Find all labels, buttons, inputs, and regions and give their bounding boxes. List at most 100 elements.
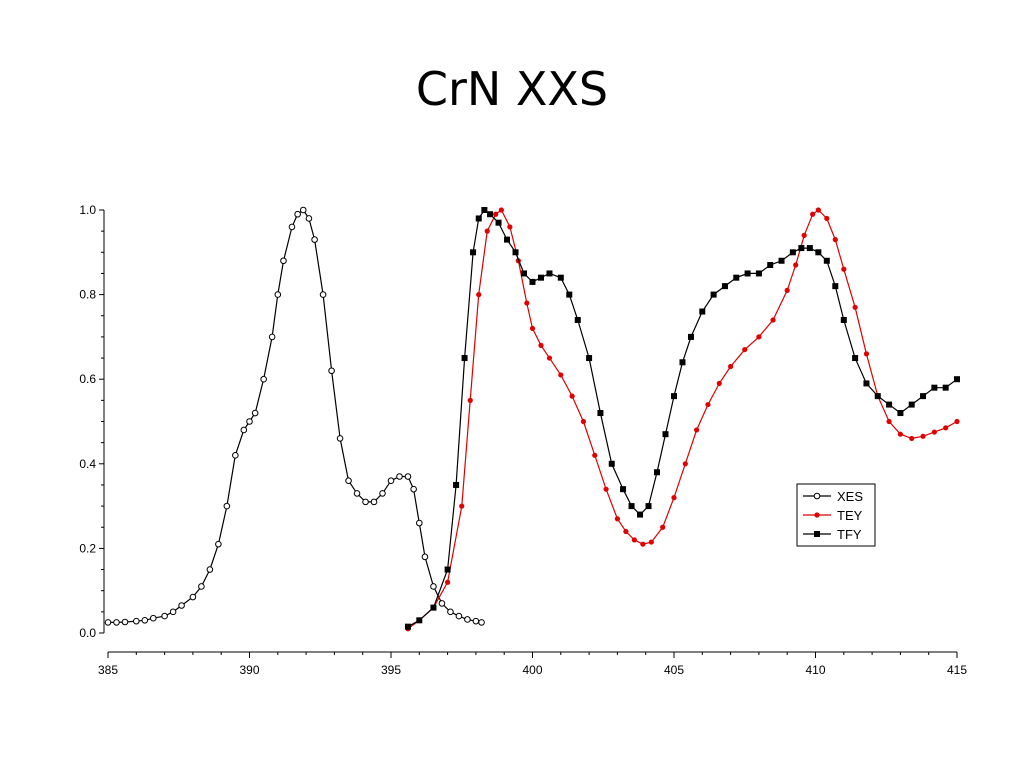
data-point-xes [396,473,403,480]
data-point-tey [498,207,504,213]
data-point-xes [410,485,417,493]
data-point-tfy [778,257,785,264]
data-point-tey [660,524,666,530]
data-point-xes [288,223,296,231]
data-point-tey [476,292,482,298]
data-point-xes [328,367,335,375]
data-point-tfy [874,393,881,400]
data-point-xes [189,593,197,601]
data-point-xes [246,418,253,425]
data-point-tfy [461,355,468,362]
x-tick-label-3: 400 [522,663,542,677]
data-point-xes [280,257,287,265]
data-point-xes [161,612,168,620]
data-point-xes [472,617,480,625]
data-point-tfy [931,384,938,391]
data-point-tey [459,503,465,509]
data-point-tey [484,228,490,234]
data-point-tfy [557,274,564,281]
data-point-xes [438,600,446,607]
data-point-tfy [755,270,762,277]
data-point-xes [104,619,112,626]
data-point-tey [801,232,807,238]
data-point-tfy [789,249,796,256]
data-point-xes [430,583,437,590]
data-point-tey [631,537,637,543]
data-point-tey [863,351,870,357]
data-point-tey [671,495,677,501]
data-point-xes [387,477,395,485]
data-point-tfy [954,376,960,383]
x-tick-label-0: 385 [98,663,118,677]
chart-legend: XES TEY TFY [796,483,876,547]
y-tick-label-4: 0.8 [79,288,96,302]
legend-label-xes: XES [837,489,863,504]
data-point-tey [603,486,609,492]
data-point-tey [909,435,915,442]
x-tick-label-6: 415 [947,663,967,677]
data-point-tey [784,287,790,293]
data-point-tfy [566,291,573,298]
x-tick-label-4: 405 [664,663,684,677]
data-point-tey [756,334,762,340]
data-point-xes [379,490,386,497]
y-tick-label-0: 0.0 [79,626,96,640]
data-point-tfy [671,393,677,400]
data-point-tey [682,461,688,467]
data-point-tfy [444,566,451,573]
legend-marker-xes [813,492,821,500]
data-point-tfy [546,270,553,277]
data-point-tfy [487,211,494,218]
data-point-tfy [645,503,652,510]
data-point-tfy [608,460,615,467]
data-point-tey [524,300,530,306]
data-point-xes [121,618,129,626]
data-point-tfy [628,503,635,510]
data-point-tfy [721,283,728,290]
data-point-xes [133,617,140,625]
data-point-tfy [744,270,751,277]
data-point-tey [623,528,629,535]
data-point-tfy [823,257,830,264]
data-point-tfy [453,481,460,488]
data-point-tfy [920,393,927,400]
data-point-tfy [840,316,847,323]
data-point-tey [931,429,937,435]
data-point-xes [251,409,259,417]
data-point-xes [240,426,248,434]
legend-label-tfy: TFY [837,527,862,542]
data-point-tfy [733,274,740,281]
data-point-xes [336,435,344,442]
data-point-tfy [430,604,437,611]
data-point-tfy [597,410,604,417]
data-point-tfy [654,469,661,476]
data-point-tfy [908,401,915,408]
slide-title: CrN XXS [415,62,609,116]
data-point-tey [793,262,799,268]
data-point-xes [113,619,120,626]
y-tick-label-1: 0.2 [79,541,96,555]
data-point-xes [294,210,301,218]
y-tick-label-2: 0.4 [79,457,96,471]
data-point-tfy [710,291,717,298]
data-point-tfy [863,380,870,387]
data-point-xes [141,617,149,624]
data-point-xes [305,215,313,222]
series-tfy [404,207,960,630]
data-point-tfy [832,283,839,290]
data-point-xes [455,612,463,620]
data-point-tey [832,237,838,243]
data-point-xes [223,502,231,510]
data-point-tfy [679,359,686,366]
data-point-tfy [404,623,411,630]
data-point-xes [319,291,327,298]
data-point-tfy [806,245,813,252]
series-tey [405,207,960,632]
data-point-xes [370,498,378,506]
data-point-xes [404,473,412,480]
data-point-tey [558,372,564,378]
y-tick-label-5: 1.0 [79,203,96,217]
x-tick-label-5: 410 [805,663,825,677]
series-line-tey [407,209,958,630]
